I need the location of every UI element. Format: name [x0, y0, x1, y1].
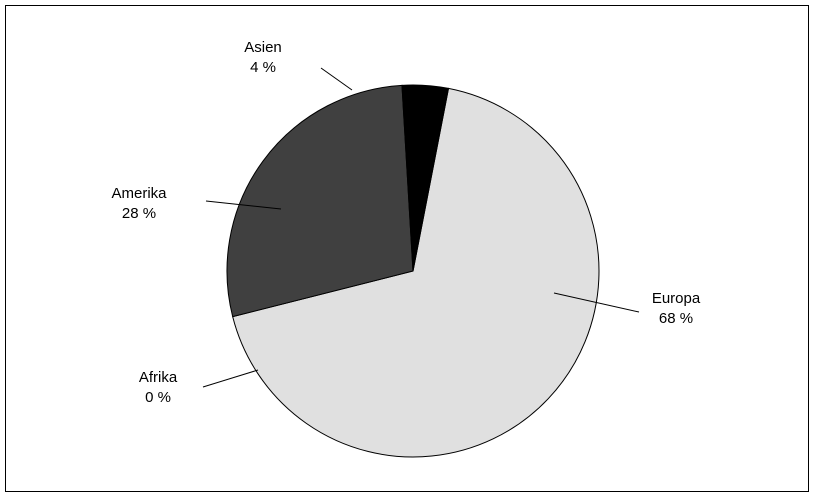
slice-label-afrika: Afrika 0 %	[139, 368, 177, 408]
slice-label-value: 0 %	[145, 389, 171, 406]
chart-frame: Europa 68 % Afrika 0 % Amerika 28 % Asien 4 %	[5, 5, 809, 492]
slice-label-name: Amerika	[111, 185, 167, 202]
slice-label-value: 28 %	[121, 205, 157, 222]
slice-label-name: Europa	[651, 290, 701, 307]
slice-label-name: Asien	[244, 39, 282, 56]
slice-label-amerika: Amerika 28 %	[111, 184, 166, 224]
leader-line-afrika	[202, 369, 259, 388]
slice-label-value: 4 %	[250, 59, 276, 76]
leader-line-europa	[553, 292, 640, 313]
leader-line-asien	[320, 67, 353, 91]
leader-line-amerika	[205, 200, 282, 210]
pie-slice-europa	[232, 87, 600, 458]
pie-slice-amerika	[226, 84, 414, 318]
slice-label-europa: Europa 68 %	[652, 289, 700, 329]
slice-label-asien: Asien 4 %	[244, 38, 282, 78]
pie-chart	[202, 67, 640, 458]
slice-label-name: Afrika	[138, 369, 178, 386]
pie-slice-asien	[401, 84, 450, 272]
slice-label-value: 68 %	[658, 310, 694, 327]
